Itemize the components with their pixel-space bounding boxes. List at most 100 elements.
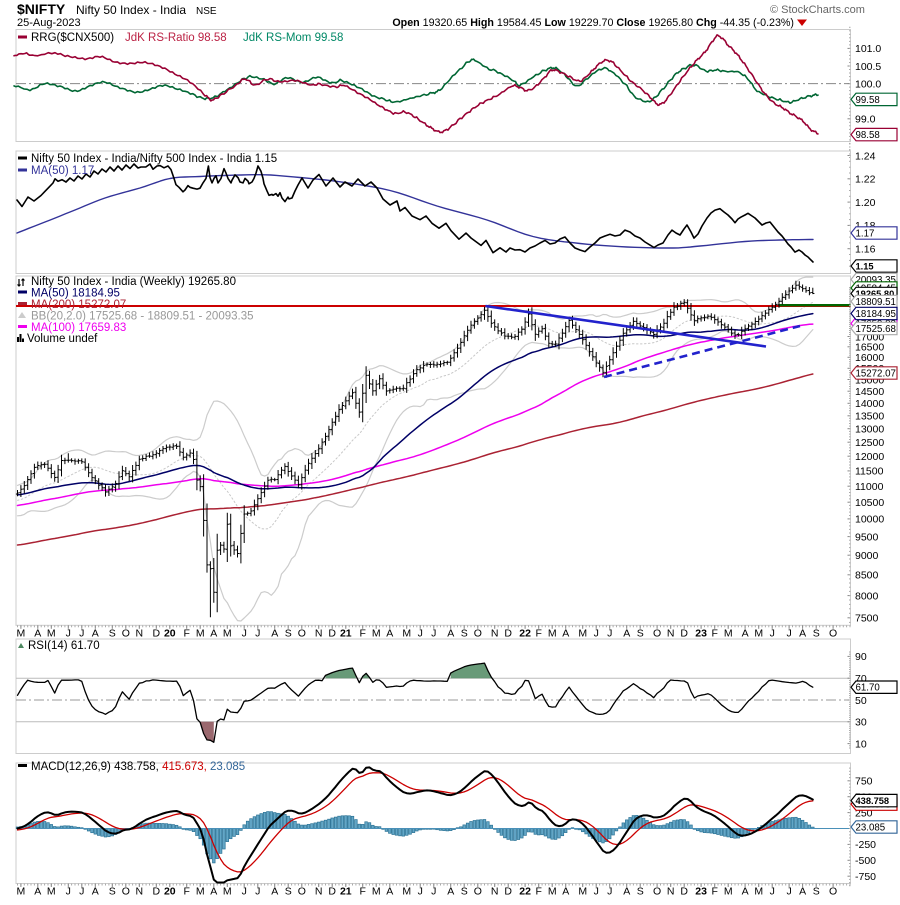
svg-text:M: M: [402, 886, 411, 898]
svg-text:O: O: [829, 628, 837, 640]
svg-text:J: J: [66, 886, 71, 898]
svg-text:M: M: [17, 886, 26, 898]
svg-text:A: A: [271, 886, 278, 898]
svg-text:A: A: [562, 886, 569, 898]
svg-text:18809.51: 18809.51: [856, 297, 896, 308]
svg-text:O: O: [298, 886, 306, 898]
svg-text:D: D: [153, 628, 161, 640]
svg-text:D: D: [328, 628, 336, 640]
svg-text:NSE: NSE: [196, 6, 217, 17]
svg-text:12500: 12500: [855, 437, 884, 449]
svg-text:JdK RS-Mom 99.58: JdK RS-Mom 99.58: [243, 32, 343, 44]
svg-text:J: J: [594, 628, 599, 640]
svg-text:N: N: [315, 886, 323, 898]
svg-text:RSI(14) 61.70: RSI(14) 61.70: [28, 640, 100, 652]
svg-text:750: 750: [855, 776, 873, 788]
svg-text:MA(50) 18184.95: MA(50) 18184.95: [31, 288, 120, 300]
svg-text:21: 21: [340, 628, 352, 640]
svg-text:17525.68: 17525.68: [856, 324, 896, 335]
svg-text:J: J: [786, 886, 791, 898]
svg-text:438.758: 438.758: [856, 796, 890, 806]
svg-text:99.58: 99.58: [856, 95, 880, 106]
svg-text:J: J: [418, 886, 423, 898]
svg-text:S: S: [285, 628, 292, 640]
svg-text:A: A: [210, 886, 217, 898]
svg-text:11000: 11000: [855, 481, 884, 493]
svg-text:S: S: [461, 628, 468, 640]
svg-text:A: A: [742, 886, 749, 898]
svg-text:O: O: [298, 628, 306, 640]
svg-text:N: N: [667, 886, 675, 898]
svg-text:1.16: 1.16: [855, 244, 876, 256]
svg-text:M: M: [724, 628, 733, 640]
svg-text:1.22: 1.22: [855, 174, 876, 186]
svg-text:A: A: [447, 628, 454, 640]
svg-text:Nifty 50 Index - India/Nifty 5: Nifty 50 Index - India/Nifty 500 Index -…: [31, 153, 277, 165]
svg-text:S: S: [461, 886, 468, 898]
svg-text:-250: -250: [855, 839, 876, 851]
svg-text:N: N: [667, 628, 675, 640]
svg-text:1.17: 1.17: [856, 228, 875, 239]
svg-text:22: 22: [519, 628, 531, 640]
svg-text:99.0: 99.0: [855, 114, 876, 126]
svg-text:61.70: 61.70: [856, 683, 881, 694]
svg-text:S: S: [285, 886, 292, 898]
svg-text:-500: -500: [855, 855, 876, 867]
svg-text:19265.80: 19265.80: [856, 289, 895, 299]
svg-text:23: 23: [695, 886, 707, 898]
svg-text:J: J: [242, 628, 247, 640]
svg-text:10000: 10000: [855, 514, 884, 526]
svg-text:J: J: [607, 886, 612, 898]
svg-text:A: A: [623, 886, 630, 898]
svg-text:O: O: [474, 886, 482, 898]
svg-text:15272.07: 15272.07: [856, 368, 896, 379]
svg-text:RRG($CNX500): RRG($CNX500): [31, 32, 114, 44]
svg-text:S: S: [109, 886, 116, 898]
svg-text:D: D: [504, 886, 512, 898]
svg-text:D: D: [153, 886, 161, 898]
svg-text:30: 30: [855, 717, 867, 729]
svg-text:50: 50: [855, 695, 867, 707]
svg-text:M: M: [47, 886, 56, 898]
svg-text:F: F: [359, 628, 365, 640]
svg-text:N: N: [136, 628, 144, 640]
svg-text:N: N: [136, 886, 144, 898]
svg-text:A: A: [562, 628, 569, 640]
svg-text:98.58: 98.58: [856, 130, 880, 141]
svg-text:O: O: [122, 628, 130, 640]
svg-text:© StockCharts.com: © StockCharts.com: [770, 4, 865, 16]
svg-text:F: F: [183, 886, 189, 898]
svg-text:9000: 9000: [855, 550, 879, 562]
svg-text:100.5: 100.5: [855, 61, 881, 73]
svg-text:8000: 8000: [855, 590, 879, 602]
svg-text:13000: 13000: [855, 424, 884, 436]
svg-text:J: J: [418, 628, 423, 640]
svg-text:O: O: [122, 886, 130, 898]
svg-text:J: J: [770, 886, 775, 898]
svg-text:M: M: [17, 628, 26, 640]
svg-text:18184.95: 18184.95: [856, 309, 896, 320]
svg-text:10: 10: [855, 738, 867, 750]
svg-text:A: A: [799, 886, 806, 898]
svg-text:25-Aug-2023: 25-Aug-2023: [17, 17, 81, 29]
svg-text:S: S: [637, 628, 644, 640]
svg-text:F: F: [359, 886, 365, 898]
svg-text:J: J: [594, 886, 599, 898]
svg-text:14500: 14500: [855, 386, 884, 398]
svg-text:O: O: [653, 628, 661, 640]
svg-text:M: M: [196, 628, 205, 640]
svg-text:MACD(12,26,9) 438.758, 415.673: MACD(12,26,9) 438.758, 415.673, 23.085: [31, 761, 245, 773]
svg-text:-750: -750: [855, 871, 876, 883]
svg-text:16000: 16000: [855, 352, 884, 364]
svg-text:MA(50) 1.17: MA(50) 1.17: [31, 165, 94, 177]
svg-text:A: A: [386, 628, 393, 640]
svg-text:S: S: [813, 628, 820, 640]
svg-text:S: S: [109, 628, 116, 640]
svg-text:21: 21: [340, 886, 352, 898]
svg-text:S: S: [813, 886, 820, 898]
svg-text:J: J: [255, 886, 260, 898]
svg-text:M: M: [754, 628, 763, 640]
svg-text:O: O: [474, 628, 482, 640]
svg-text:Volume undef: Volume undef: [27, 333, 98, 345]
svg-text:N: N: [491, 628, 499, 640]
